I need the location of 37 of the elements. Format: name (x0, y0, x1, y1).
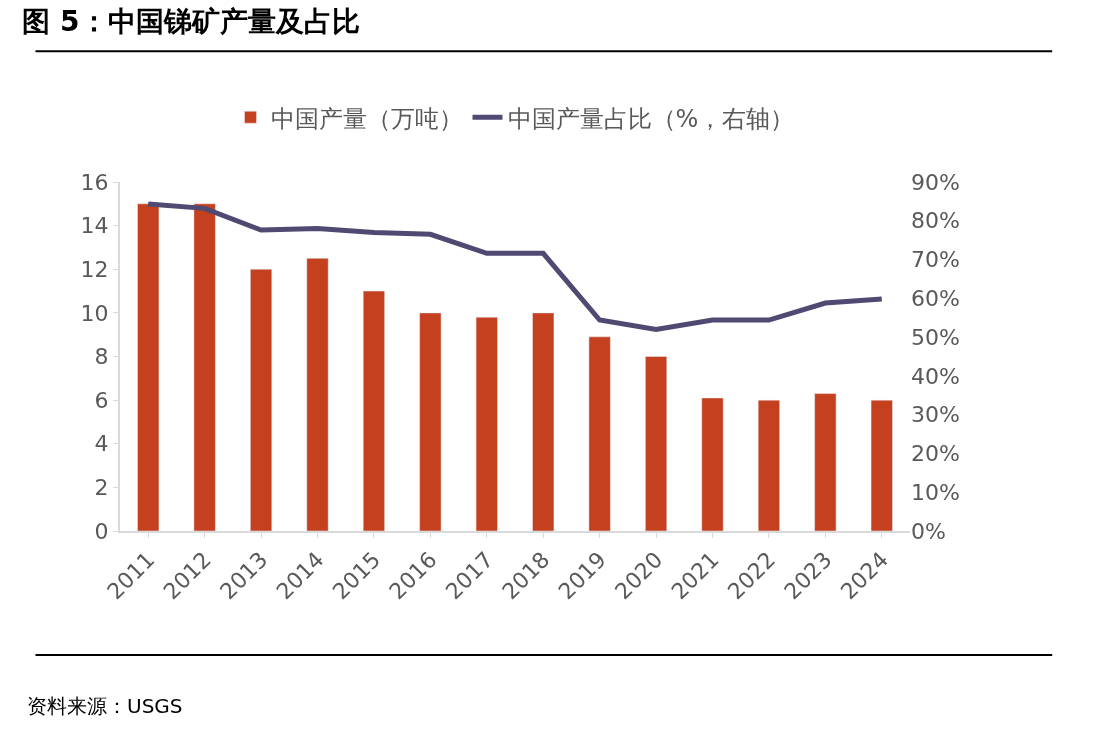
y-tick-label: 2 (94, 475, 109, 501)
y-tick-label: 4 (94, 431, 109, 457)
y-tick-label: 14 (80, 213, 109, 239)
bar (362, 290, 385, 531)
bar (814, 393, 837, 531)
y2-tick-label: 40% (911, 363, 960, 389)
bar (701, 397, 724, 531)
legend-label: 中国产量（万吨） (270, 104, 463, 133)
bar (532, 312, 555, 531)
y-tick-label: 8 (94, 344, 109, 370)
y2-tick-label: 70% (911, 247, 960, 273)
bar (645, 356, 668, 531)
y-tick-label: 16 (80, 169, 109, 195)
y-tick-label: 12 (80, 256, 109, 282)
bar (306, 258, 329, 531)
y2-tick-label: 30% (911, 402, 960, 428)
chart-title: 图 5：中国锑矿产量及占比 (22, 4, 360, 38)
legend-label: 中国产量占比（%，右轴） (507, 104, 795, 133)
y2-tick-label: 50% (911, 324, 960, 350)
y-tick-label: 0 (94, 518, 109, 544)
y2-tick-label: 10% (911, 479, 960, 505)
y2-tick-label: 20% (911, 441, 960, 467)
bar (475, 316, 498, 531)
text: 资料来源：USGS (27, 694, 183, 718)
bar (419, 312, 442, 531)
y2-tick-label: 90% (911, 169, 960, 195)
y-tick-label: 10 (80, 300, 109, 326)
bar (588, 336, 611, 531)
bar (137, 203, 160, 531)
y-tick-label: 6 (94, 387, 109, 413)
bar (250, 269, 273, 531)
y2-tick-label: 0% (911, 518, 946, 544)
y2-tick-label: 60% (911, 286, 960, 312)
bar (757, 399, 780, 531)
bar (870, 399, 893, 531)
y2-tick-label: 80% (911, 208, 960, 234)
bar (193, 203, 216, 531)
